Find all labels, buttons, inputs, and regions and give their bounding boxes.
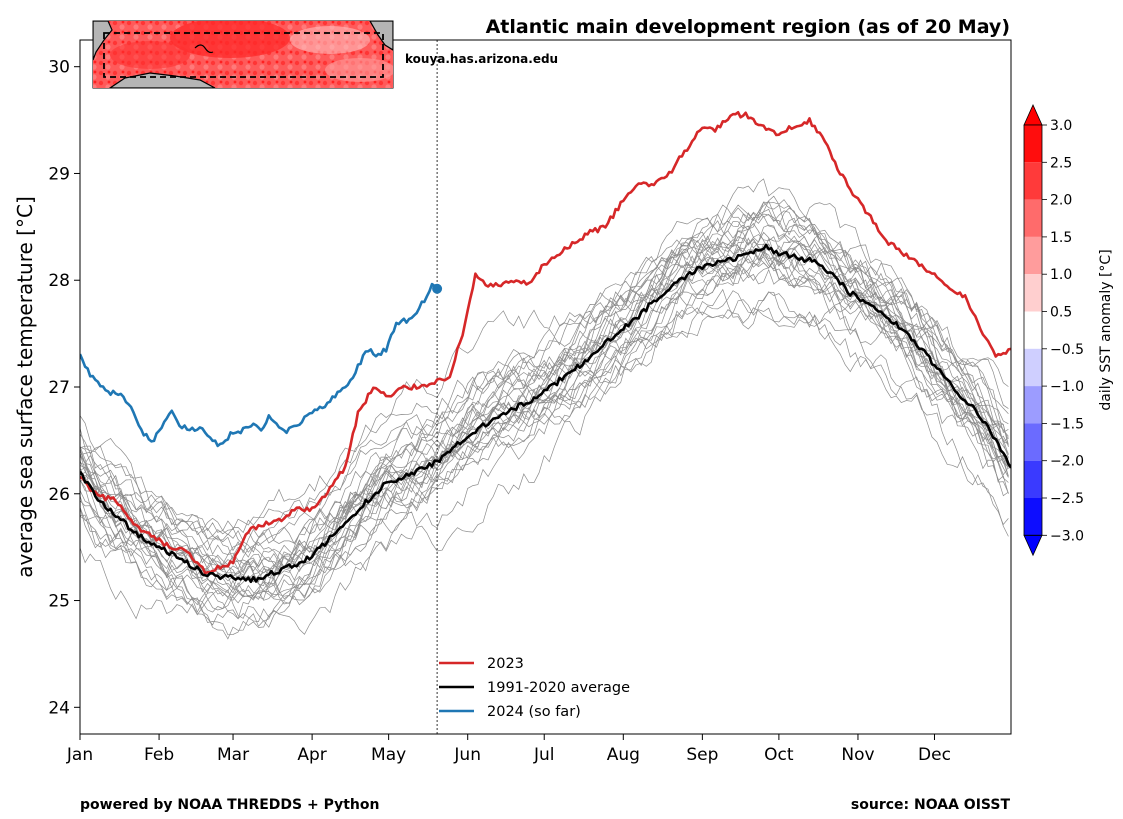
colorbar-tick-label: −1.5 — [1050, 416, 1084, 432]
historical-year-line — [80, 248, 1009, 567]
current-value-marker — [432, 283, 443, 294]
y-tick-label: 24 — [48, 698, 70, 718]
x-tick-label: Apr — [297, 745, 326, 765]
y-tick-label: 27 — [48, 378, 70, 398]
colorbar-segment — [1024, 386, 1042, 424]
historical-year-line — [80, 241, 1009, 601]
historical-year-line — [80, 201, 1009, 553]
colorbar-extend-top — [1023, 104, 1043, 126]
colorbar-tick-label: 3.0 — [1050, 118, 1072, 134]
x-tick-label: Feb — [144, 745, 174, 765]
legend-label: 1991-2020 average — [487, 680, 630, 696]
colorbar-segment — [1024, 348, 1042, 387]
colorbar-segment — [1024, 199, 1042, 237]
historical-years-lines — [80, 178, 1009, 640]
x-tick-label: Oct — [764, 745, 794, 765]
colorbar-tick-label: 0.5 — [1050, 305, 1072, 321]
historical-year-line — [80, 307, 1009, 613]
source-url: kouya.has.arizona.edu — [405, 52, 558, 66]
colorbar-segment — [1024, 311, 1042, 349]
y-tick-label: 29 — [48, 164, 70, 184]
colorbar-tick-label: 1.5 — [1050, 230, 1072, 246]
x-tick-label: Jan — [66, 745, 93, 765]
powered-by-note: powered by NOAA THREDDS + Python — [80, 797, 379, 813]
colorbar-segment — [1024, 274, 1042, 312]
colorbar-tick-label: −2.0 — [1050, 454, 1084, 470]
historical-year-line — [80, 261, 1009, 587]
colorbar-segment — [1024, 162, 1042, 200]
y-tick-label: 26 — [48, 485, 70, 505]
x-tick-label: Mar — [217, 745, 249, 765]
historical-year-line — [80, 299, 1009, 622]
source-note: source: NOAA OISST — [851, 797, 1011, 813]
y-tick-label: 30 — [48, 58, 70, 78]
inset-map-region-box — [103, 32, 384, 78]
legend-label: 2024 (so far) — [487, 704, 581, 720]
colorbar-tick-label: 1.0 — [1050, 267, 1072, 283]
x-tick-label: Jul — [533, 745, 555, 765]
inset-map — [92, 20, 394, 89]
colorbar-tick-label: −1.0 — [1050, 379, 1084, 395]
colorbar: 3.0 2.5 2.0 1.5 1.0 0.5 −0.5 −1.0 −1.5 −2.0 −2.5 −3… — [1023, 104, 1084, 557]
x-axis: Jan Feb Mar Apr May Jun Jul Aug Sep Oct Nov Dec — [66, 734, 951, 765]
historical-year-line — [80, 251, 1009, 537]
historical-year-line — [80, 215, 1009, 554]
historical-year-line — [80, 238, 1009, 604]
colorbar-segment — [1024, 498, 1042, 536]
x-tick-label: Aug — [607, 745, 640, 765]
historical-year-line — [80, 224, 1009, 580]
series-line-2023 — [80, 111, 1011, 575]
series-layer — [80, 111, 1011, 584]
y-axis-label: average sea surface temperature [°C] — [13, 196, 37, 577]
y-tick-label: 28 — [48, 271, 70, 291]
y-axis: 24 25 26 27 28 29 30 — [48, 58, 80, 718]
historical-year-line — [80, 253, 1009, 620]
historical-year-line — [80, 243, 1009, 534]
historical-year-line — [80, 213, 1009, 546]
historical-year-line — [80, 224, 1009, 574]
colorbar-frame — [1023, 124, 1043, 536]
historical-year-line — [80, 256, 1009, 600]
x-tick-label: Jun — [453, 745, 481, 765]
chart-title: Atlantic main development region (as of … — [486, 16, 1010, 38]
series-line-2024-so-far- — [80, 282, 438, 448]
colorbar-label: daily SST anomaly [°C] — [1098, 249, 1114, 410]
colorbar-tick-label: 2.5 — [1050, 155, 1072, 171]
y-tick-label: 25 — [48, 592, 70, 612]
land-mass-south — [108, 72, 216, 88]
legend-label: 2023 — [487, 656, 524, 672]
legend: 2023 1991-2020 average 2024 (so far) — [439, 656, 630, 720]
colorbar-tick-label: −0.5 — [1050, 342, 1084, 358]
historical-year-line — [80, 225, 1009, 611]
historical-year-line — [80, 178, 1009, 581]
land-mass-west — [93, 21, 113, 61]
colorbar-segment — [1024, 125, 1042, 163]
colorbar-tick-label: 2.0 — [1050, 193, 1072, 209]
x-tick-label: Nov — [841, 745, 874, 765]
x-tick-label: May — [371, 745, 406, 765]
colorbar-extend-bottom — [1023, 534, 1043, 557]
colorbar-segment — [1024, 236, 1042, 275]
x-tick-label: Sep — [686, 745, 718, 765]
colorbar-segment — [1024, 460, 1042, 498]
x-tick-label: Dec — [918, 745, 951, 765]
colorbar-tick-label: −3.0 — [1050, 528, 1084, 544]
colorbar-tick-label: −2.5 — [1050, 491, 1084, 507]
historical-year-line — [80, 288, 1009, 606]
series-line-1991-2020-average — [80, 243, 1011, 584]
colorbar-segment — [1024, 423, 1042, 461]
